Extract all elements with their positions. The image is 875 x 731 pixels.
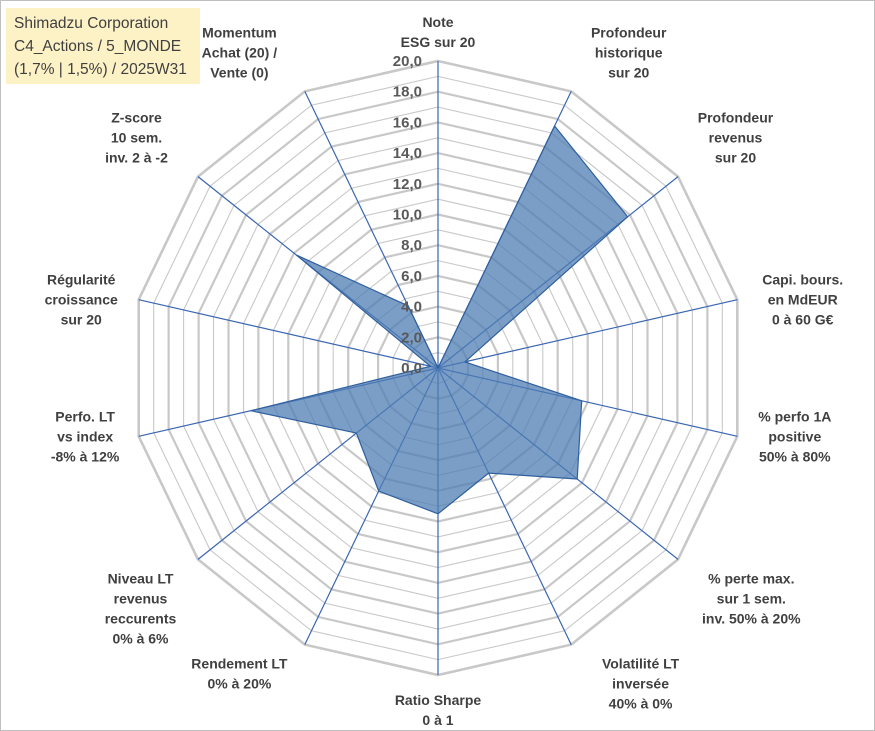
axis-label-line: Niveau LT [108,570,174,586]
axis-label-line: ESG sur 20 [401,34,476,50]
axis-label-line: Perfo. LT [55,408,115,424]
axis-label-line: Z-score [111,110,162,126]
tick-label: 20,0 [393,53,422,70]
tick-label: 6,0 [401,268,422,285]
axis-label-line: reccurents [105,610,177,626]
tick-label: 4,0 [401,299,422,316]
axis-label-line: 0 à 60 G€ [772,312,834,328]
tick-label: 8,0 [401,237,422,254]
axis-label-line: 0 à 1 [422,712,453,728]
axis-label-line: Profondeur [591,24,667,40]
axis-label: Régularité croissance sur 20 [45,272,118,328]
title-line-1: Shimadzu Corporation [14,15,169,32]
axis-label-line: Momentum [202,24,277,40]
axis-spoke [138,299,439,369]
axis-label-line: sur 20 [608,64,649,80]
tick-label: 2,0 [401,329,422,346]
axis-label-line: inversée [612,676,669,692]
axis-label: % perfo 1A positive 50% à 80% [758,408,831,464]
axis-label: Capi. bours. en MdEUR 0 à 60 G€ [762,272,843,328]
axis-label: Rendement LT 0% à 20% [191,656,288,692]
title-line-2: C4_Actions / 5_MONDE [14,38,182,55]
chart-title-box: Shimadzu Corporation C4_Actions / 5_MOND… [6,8,200,84]
axis-label-line: 0% à 20% [207,676,271,692]
axis-label: % perte max. sur 1 sem. inv. 50% à 20% [702,570,801,626]
radar-series [250,125,629,515]
axis-spoke [437,299,738,369]
axis-label-line: historique [595,44,663,60]
axis-label: Momentum Achat (20) / Vente (0) [202,24,278,80]
axis-label-line: sur 20 [61,312,102,328]
axis-label-line: Ratio Sharpe [395,692,482,708]
axis-label-line: 0% à 6% [112,630,169,646]
axis-label-line: % perte max. [708,570,794,586]
axis-label-line: Vente (0) [210,64,268,80]
axis-label: Note ESG sur 20 [401,14,476,50]
tick-label: 12,0 [393,176,422,193]
axis-label-line: 10 sem. [111,130,162,146]
axis-label-line: vs index [57,428,113,444]
radar-tick-labels: 0,0 2,0 4,0 6,0 8,0 10,0 12,0 14,0 16,0 18,0 20,0 [393,53,422,377]
axis-label: Z-score 10 sem. inv. 2 à -2 [105,110,168,166]
title-line-3: (1,7% | 1,5%) / 2025W31 [14,61,187,78]
axis-label-line: Régularité [47,272,116,288]
axis-label: Niveau LT revenus reccurents 0% à 6% [105,570,177,646]
tick-label: 16,0 [393,114,422,131]
series-area [250,125,629,515]
tick-label: 14,0 [393,145,422,162]
axis-label: Volatilité LT inversée 40% à 0% [602,656,680,712]
axis-label-line: croissance [45,292,118,308]
axis-label-line: en MdEUR [768,292,838,308]
axis-label-line: % perfo 1A [758,408,831,424]
axis-label-line: Note [422,14,453,30]
axis-label-line: sur 20 [715,150,756,166]
axis-label-line: Capi. bours. [762,272,843,288]
axis-label-line: Achat (20) / [202,44,278,60]
axis-label: Ratio Sharpe 0 à 1 [395,692,482,728]
axis-label: Profondeur historique sur 20 [591,24,667,80]
axis-label-line: -8% à 12% [51,448,120,464]
axis-label-line: Profondeur [698,110,774,126]
radar-axis-labels: Note ESG sur 20 Profondeur historique sur 20… [45,14,844,728]
axis-label: Perfo. LT vs index -8% à 12% [51,408,120,464]
axis-label-line: positive [768,428,821,444]
axis-label-line: Volatilité LT [602,656,680,672]
axis-label-line: sur 1 sem. [717,590,786,606]
tick-label: 0,0 [401,360,422,377]
axis-label-line: revenus [114,590,168,606]
tick-label: 18,0 [393,84,422,101]
axis-label-line: 50% à 80% [759,448,831,464]
axis-label-line: inv. 2 à -2 [105,150,168,166]
axis-label-line: 40% à 0% [609,696,673,712]
axis-label-line: inv. 50% à 20% [702,610,801,626]
axis-label: Profondeur revenus sur 20 [698,110,774,166]
axis-label-line: Rendement LT [191,656,288,672]
axis-label-line: revenus [709,130,763,146]
tick-label: 10,0 [393,207,422,224]
